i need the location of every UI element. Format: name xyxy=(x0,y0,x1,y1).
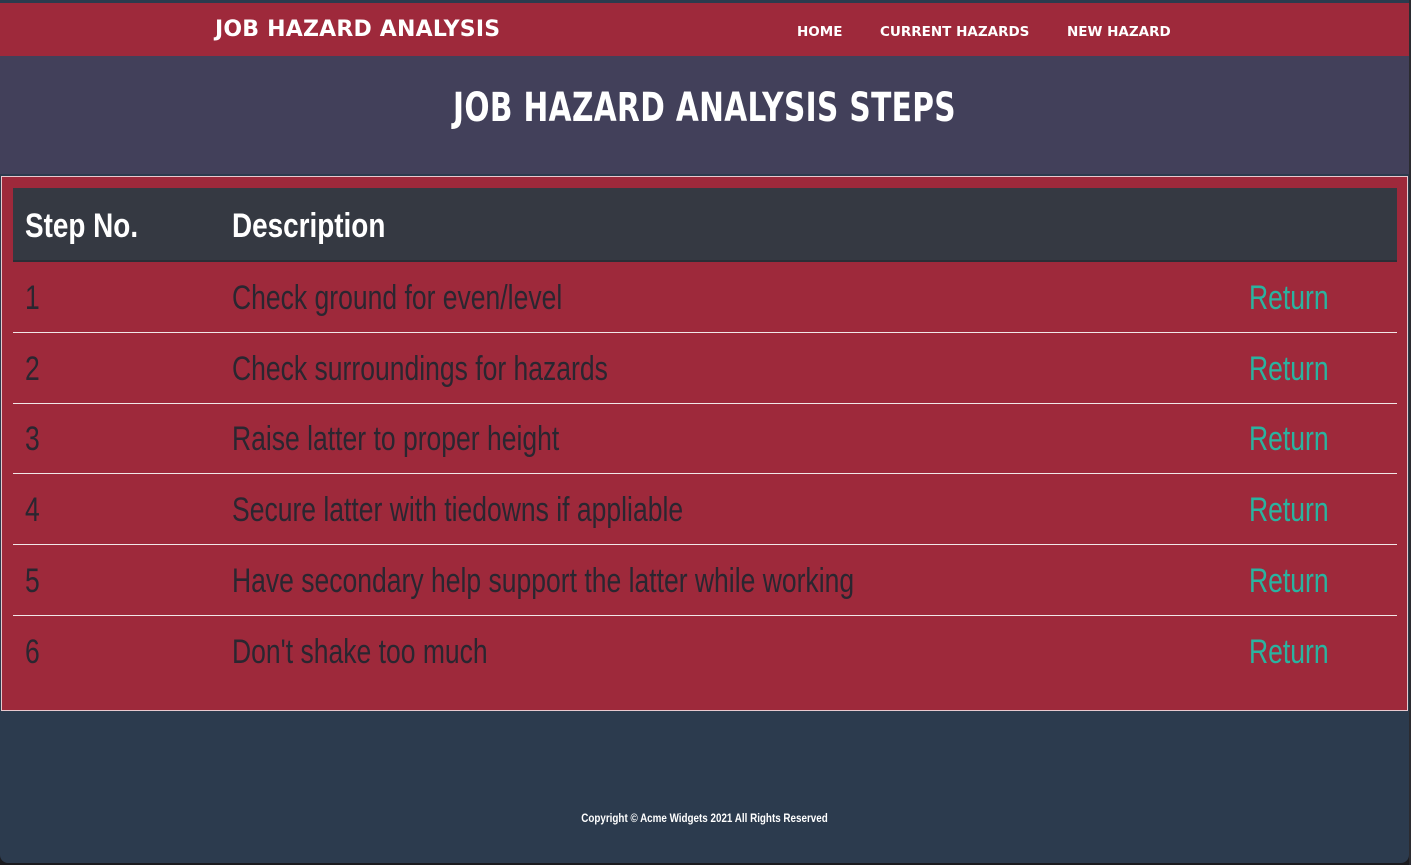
step-number: 3 xyxy=(25,420,40,458)
table-row: 2 Check surroundings for hazards Return xyxy=(13,333,1397,404)
page-header: JOB HAZARD ANALYSIS STEPS xyxy=(0,56,1409,174)
step-description: Have secondary help support the latter w… xyxy=(232,562,855,600)
step-number: 6 xyxy=(25,633,40,671)
step-description: Don't shake too much xyxy=(232,633,488,671)
return-link[interactable]: Return xyxy=(1249,633,1329,671)
step-description: Check surroundings for hazards xyxy=(232,350,608,388)
column-header-step-no: Step No. xyxy=(25,207,139,245)
return-link[interactable]: Return xyxy=(1249,491,1329,529)
return-link[interactable]: Return xyxy=(1249,420,1329,458)
step-description: Secure latter with tiedowns if appliable xyxy=(232,491,684,529)
nav-new-hazard-link[interactable]: NEW HAZARD xyxy=(1067,24,1171,40)
nav-current-hazards-link[interactable]: CURRENT HAZARDS xyxy=(880,24,1030,40)
table-row: 6 Don't shake too much Return xyxy=(13,616,1397,686)
step-number: 2 xyxy=(25,350,40,388)
table-row: 1 Check ground for even/level Return xyxy=(13,262,1397,333)
table-row: 3 Raise latter to proper height Return xyxy=(13,403,1397,474)
table-row: 5 Have secondary help support the latter… xyxy=(13,545,1397,616)
step-number: 4 xyxy=(25,491,40,529)
table-header: Step No. Description xyxy=(13,188,1397,262)
window-edge xyxy=(1409,0,1411,865)
page-title: JOB HAZARD ANALYSIS STEPS xyxy=(453,85,956,131)
column-header-description: Description xyxy=(232,207,386,245)
steps-table: Step No. Description 1 Check ground for … xyxy=(1,176,1408,711)
step-description: Raise latter to proper height xyxy=(232,420,560,458)
nav-home-link[interactable]: HOME xyxy=(797,24,843,40)
top-nav-bar: JOB HAZARD ANALYSIS HOME CURRENT HAZARDS… xyxy=(0,3,1409,56)
step-number: 1 xyxy=(25,279,40,317)
return-link[interactable]: Return xyxy=(1249,562,1329,600)
table-row: 4 Secure latter with tiedowns if appliab… xyxy=(13,474,1397,545)
step-description: Check ground for even/level xyxy=(232,279,563,317)
brand-title[interactable]: JOB HAZARD ANALYSIS xyxy=(215,17,501,42)
step-number: 5 xyxy=(25,562,40,600)
return-link[interactable]: Return xyxy=(1249,279,1329,317)
return-link[interactable]: Return xyxy=(1249,350,1329,388)
footer-copyright: Copyright © Acme Widgets 2021 All Rights… xyxy=(581,811,828,825)
